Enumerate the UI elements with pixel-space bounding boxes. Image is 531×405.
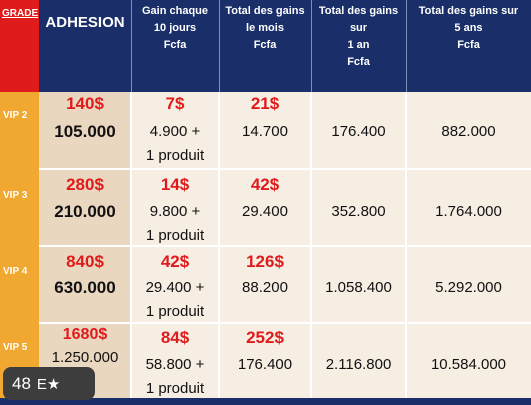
grade-label: VIP 2 — [3, 110, 28, 121]
header-line: Fcfa — [457, 39, 480, 51]
rating-badge[interactable]: 48 E★ — [3, 367, 95, 400]
grade-label: VIP 5 — [3, 342, 28, 353]
header-adhesion: ADHESION — [39, 0, 131, 44]
adhesion-usd: 140$ — [66, 94, 104, 113]
mois-usd: 126$ — [246, 252, 284, 271]
row-divider — [39, 322, 531, 324]
header-gain-10-jours: Gain chaque 10 jours Fcfa — [131, 0, 219, 92]
header-line: Total des gains sur — [418, 5, 519, 17]
gain10-fcfa: 4.900 + — [149, 123, 201, 140]
header-line: Fcfa — [253, 39, 277, 51]
adhesion-fcfa: 105.000 — [54, 122, 116, 141]
header-gain-mois: Total des gains le mois Fcfa — [219, 0, 311, 92]
grade-column — [0, 92, 39, 405]
gain10-extra: 1 produit — [145, 380, 205, 397]
gain10-usd: 42$ — [160, 252, 190, 271]
adhesion-usd: 280$ — [66, 175, 104, 194]
gain-5-ans: 882.000 — [441, 123, 496, 140]
adhesion-fcfa: 630.000 — [54, 278, 116, 297]
adhesion-fcfa: 1.250.000 — [51, 349, 119, 366]
grade-label: VIP 3 — [3, 190, 28, 201]
header-line: sur — [349, 22, 368, 34]
gain-an: 352.800 — [331, 203, 386, 220]
header-divider — [406, 0, 407, 92]
table-footer-bar — [0, 398, 531, 405]
column-divider — [405, 92, 407, 405]
header-line: Gain chaque — [141, 5, 209, 17]
column-divider — [218, 92, 220, 405]
mois-usd: 42$ — [250, 175, 280, 194]
gain10-usd: 84$ — [160, 328, 190, 347]
gain10-fcfa: 58.800 + — [145, 356, 205, 373]
mois-fcfa: 14.700 — [242, 123, 288, 140]
gain-5-ans: 5.292.000 — [435, 279, 502, 296]
grade-label: VIP 4 — [3, 266, 28, 277]
gain10-fcfa: 29.400 + — [145, 279, 205, 296]
header-line: 5 ans — [454, 22, 483, 34]
mois-fcfa: 29.400 — [242, 203, 288, 220]
gain-an: 1.058.400 — [325, 279, 392, 296]
column-divider — [310, 92, 312, 405]
mois-fcfa: 88.200 — [242, 279, 288, 296]
star-icon: E★ — [36, 375, 61, 393]
gain10-extra: 1 produit — [145, 147, 205, 164]
gain10-usd: 14$ — [160, 175, 190, 194]
gain-an: 2.116.800 — [325, 356, 392, 373]
gain-5-ans: 10.584.000 — [430, 356, 507, 373]
adhesion-column — [39, 92, 131, 405]
header-line: le mois — [246, 22, 284, 34]
header-line: 1 an — [347, 39, 370, 51]
header-line: Fcfa — [347, 56, 370, 68]
header-line: 10 jours — [153, 22, 197, 34]
header-gain-5-ans: Total des gains sur 5 ans Fcfa — [406, 0, 531, 92]
adhesion-usd: 1680$ — [62, 326, 108, 343]
header-line: Fcfa — [163, 39, 187, 51]
row-divider — [39, 168, 531, 170]
gain10-extra: 1 produit — [145, 303, 205, 320]
header-divider — [219, 0, 220, 92]
mois-usd: 21$ — [250, 94, 280, 113]
adhesion-fcfa: 210.000 — [54, 202, 116, 221]
gain10-extra: 1 produit — [145, 227, 205, 244]
header-divider — [131, 0, 132, 92]
header-gain-an: Total des gains sur 1 an Fcfa — [311, 0, 406, 92]
gain-5-ans: 1.764.000 — [435, 203, 502, 220]
mois-usd: 252$ — [246, 328, 284, 347]
badge-count: 48 — [12, 373, 31, 393]
header-line: Total des gains — [318, 5, 399, 17]
gain10-usd: 7$ — [165, 94, 185, 113]
mois-fcfa: 176.400 — [237, 356, 293, 373]
header-line: Total des gains — [225, 5, 305, 17]
row-divider — [39, 245, 531, 247]
adhesion-usd: 840$ — [66, 252, 104, 271]
gain10-fcfa: 9.800 + — [149, 203, 201, 220]
header-grade: GRADE — [0, 0, 39, 92]
header-divider — [311, 0, 312, 92]
gain-an: 176.400 — [331, 123, 386, 140]
column-divider — [130, 92, 132, 405]
